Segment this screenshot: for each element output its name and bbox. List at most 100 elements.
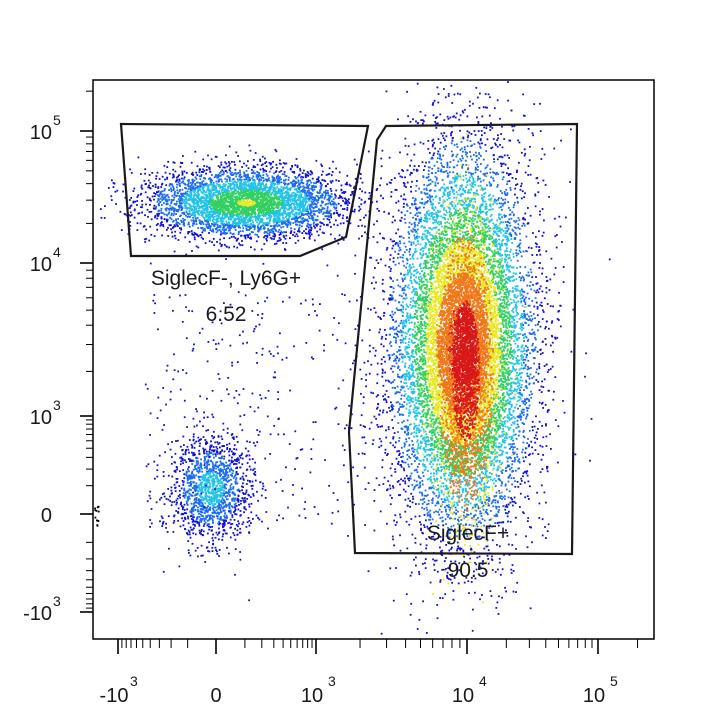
event-dot (421, 368, 423, 370)
event-dot (376, 220, 378, 223)
event-dot (456, 492, 458, 495)
event-dot (387, 302, 389, 305)
event-dot (373, 287, 376, 290)
event-dot (498, 545, 501, 548)
event-dot (508, 326, 511, 328)
event-dot (513, 453, 515, 455)
event-dot (405, 375, 407, 377)
event-dot (534, 441, 537, 444)
event-dot (469, 220, 471, 223)
event-dot (423, 388, 426, 390)
event-dot (518, 318, 521, 320)
event-dot (453, 283, 456, 286)
event-dot (520, 358, 523, 361)
event-dot (482, 364, 485, 367)
event-dot (426, 285, 428, 288)
event-dot (433, 219, 436, 221)
event-dot (453, 207, 455, 210)
event-dot (510, 406, 513, 408)
event-dot (452, 236, 455, 239)
event-dot (472, 480, 475, 483)
event-dot (477, 301, 480, 304)
event-dot (421, 270, 423, 272)
event-dot (487, 378, 490, 380)
event-dot (449, 368, 452, 371)
event-dot (532, 342, 534, 345)
event-dot (438, 280, 441, 283)
event-dot (528, 429, 531, 432)
event-dot (427, 359, 430, 362)
event-dot (378, 437, 381, 440)
event-dot (456, 222, 459, 225)
event-dot (431, 180, 434, 183)
event-dot (408, 415, 410, 417)
event-dot (389, 254, 392, 256)
event-dot (511, 483, 513, 486)
event-dot (468, 241, 470, 243)
event-dot (508, 396, 511, 399)
event-dot (541, 272, 543, 275)
event-dot (430, 201, 433, 204)
event-dot (382, 278, 384, 281)
event-dot (456, 495, 459, 498)
event-dot (488, 527, 491, 529)
event-dot (480, 522, 482, 524)
event-dot (477, 507, 480, 510)
event-dot (498, 230, 501, 232)
event-dot (479, 139, 482, 142)
event-dot (470, 417, 473, 420)
event-dot (378, 413, 381, 416)
event-dot (463, 501, 466, 504)
event-dot (425, 221, 428, 223)
event-dot (498, 561, 501, 564)
event-dot (444, 465, 447, 468)
event-dot (485, 255, 488, 258)
event-dot (442, 191, 445, 194)
event-dot (452, 365, 455, 368)
event-dot (484, 397, 487, 400)
event-dot (399, 322, 402, 325)
event-dot (536, 282, 539, 285)
event-dot (425, 448, 428, 451)
event-dot (483, 519, 486, 522)
event-dot (480, 468, 482, 471)
event-dot (489, 409, 492, 411)
event-dot (479, 439, 482, 442)
event-dot (503, 191, 506, 193)
event-dot (472, 343, 475, 346)
event-dot (465, 441, 468, 444)
event-dot (452, 293, 454, 295)
event-dot (476, 335, 479, 338)
event-dot (507, 228, 510, 230)
event-dot (403, 338, 406, 340)
event-dot (532, 350, 535, 353)
event-dot (427, 179, 430, 182)
event-dot (507, 334, 510, 337)
event-dot (477, 350, 480, 352)
event-dot (506, 416, 509, 419)
event-dot (404, 331, 407, 334)
event-dot (494, 499, 497, 502)
event-dot (432, 226, 435, 229)
event-dot (439, 452, 442, 454)
event-dot (428, 407, 430, 410)
event-dot (448, 320, 451, 323)
event-dot (435, 254, 437, 257)
event-dot (483, 367, 486, 370)
event-dot (506, 180, 509, 183)
event-dot (427, 335, 430, 338)
event-dot (492, 379, 495, 382)
event-dot (434, 309, 437, 311)
event-dot (417, 375, 419, 378)
event-dot (421, 426, 423, 429)
event-dot (431, 254, 434, 256)
event-dot (448, 197, 450, 200)
event-dot (487, 291, 490, 294)
event-dot (476, 366, 479, 369)
event-dot (511, 417, 513, 419)
event-dot (505, 323, 507, 326)
event-dot (562, 281, 565, 283)
event-dot (485, 277, 488, 279)
event-dot (405, 332, 408, 335)
event-dot (426, 235, 428, 237)
